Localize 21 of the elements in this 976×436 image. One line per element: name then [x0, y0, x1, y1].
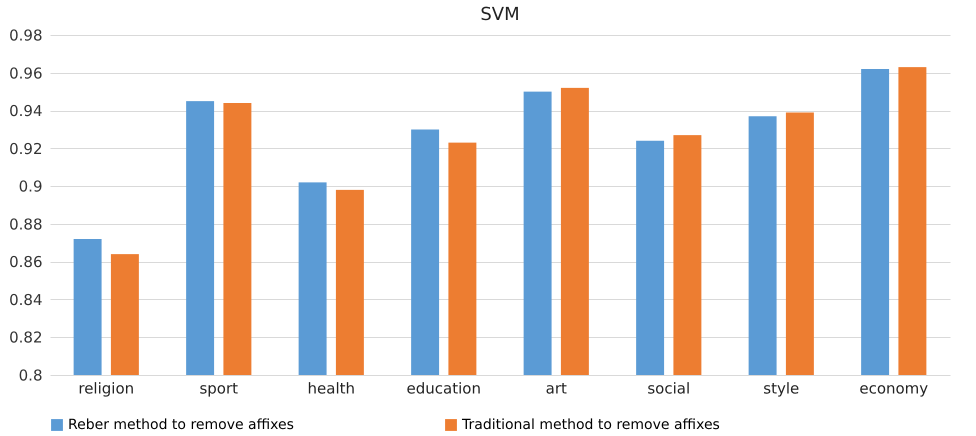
x-tick-label: education — [406, 380, 481, 398]
y-tick-label: 0.84 — [9, 290, 42, 309]
x-tick-label: economy — [859, 380, 928, 398]
legend-label: Traditional method to remove affixes — [461, 417, 720, 433]
x-tick-label: health — [308, 380, 355, 398]
y-tick-label: 0.96 — [9, 64, 42, 82]
x-tick-label: sport — [199, 380, 238, 398]
x-tick-label: social — [647, 380, 690, 398]
y-tick-label: 0.8 — [18, 366, 42, 384]
y-tick-label: 0.82 — [9, 328, 42, 347]
y-tick-label: 0.92 — [9, 140, 42, 158]
legend-label: Reber method to remove affixes — [68, 417, 294, 433]
y-tick-label: 0.98 — [9, 26, 42, 44]
y-tick-label: 0.88 — [9, 215, 42, 234]
y-tick-label: 0.94 — [9, 102, 42, 120]
y-tick-label: 0.86 — [9, 253, 42, 272]
x-tick-label: art — [546, 380, 567, 398]
y-tick-label: 0.9 — [18, 178, 42, 196]
chart-title: SVM — [480, 4, 520, 25]
x-tick-label: style — [763, 380, 800, 398]
x-tick-label: religion — [78, 380, 134, 398]
